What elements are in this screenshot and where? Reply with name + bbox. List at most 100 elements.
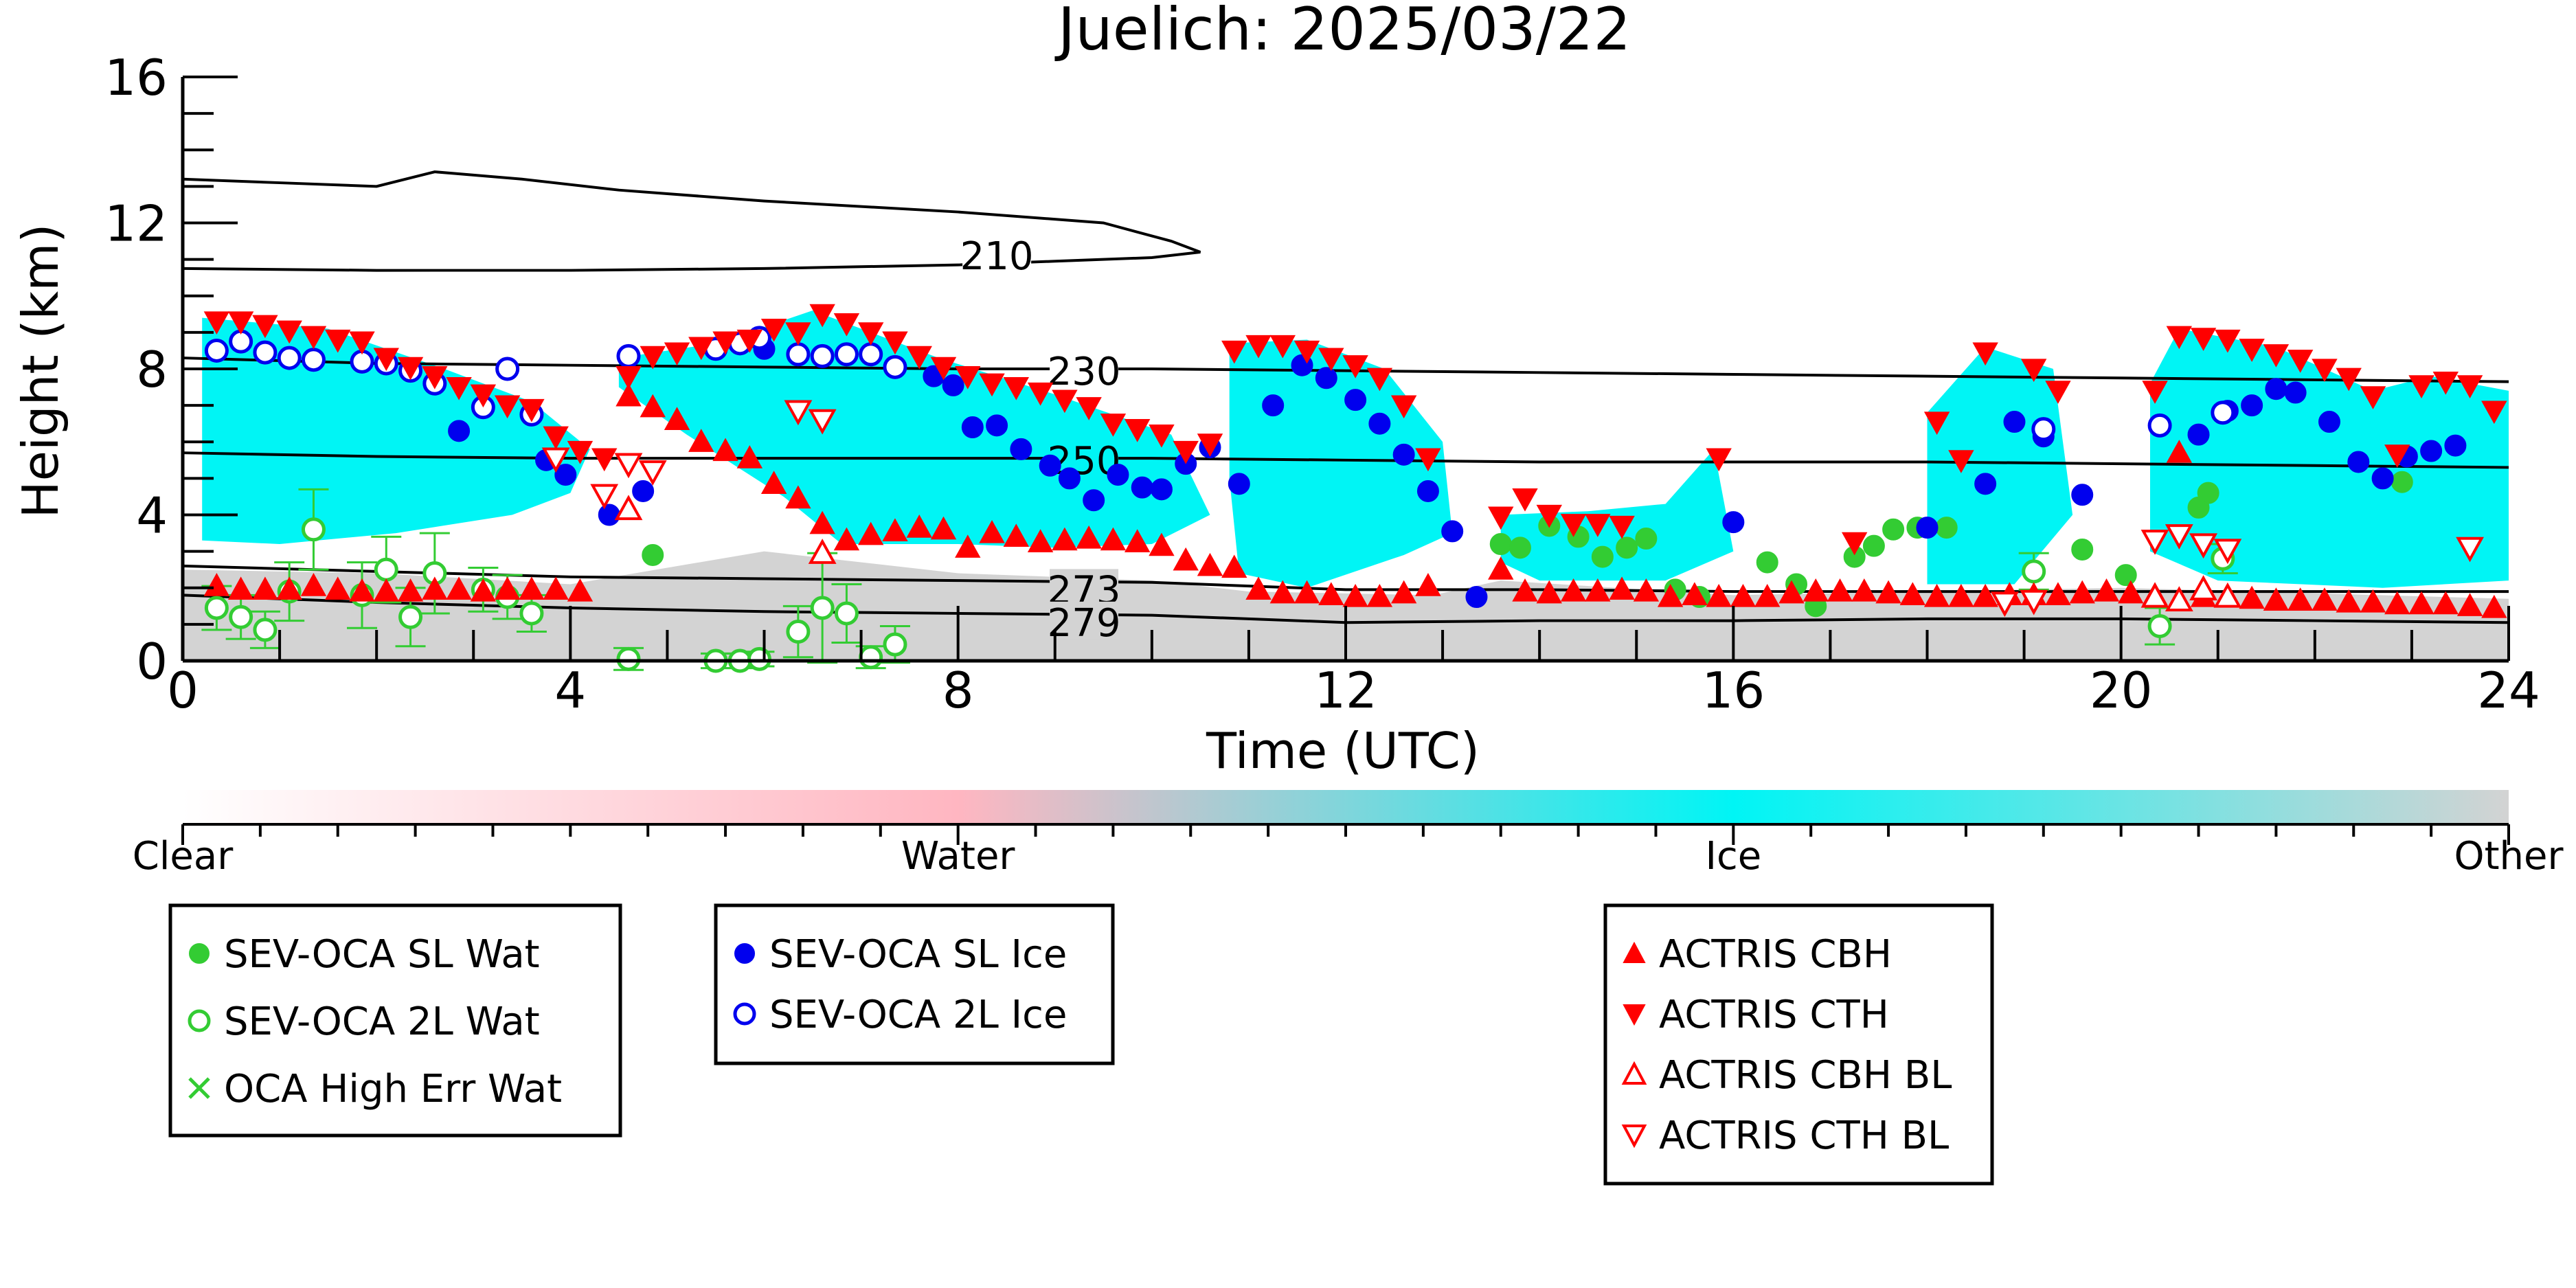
actris-cth-point [276, 320, 302, 344]
actris-cbh-bl-point [808, 539, 837, 564]
actris-cth-point [252, 315, 278, 339]
legend-box [1603, 903, 1994, 1186]
sev-oca-sl-wat-point [1935, 517, 1958, 539]
actris-cbh-point [688, 429, 714, 452]
actris-cth-point [203, 311, 230, 335]
actris-cth-point [1221, 340, 1247, 364]
isotherm-210 [182, 170, 1201, 272]
actris-cbh-point [1706, 583, 1732, 607]
sev-oca-sl-ice-point [632, 479, 655, 502]
actris-cth-point [712, 331, 738, 355]
actris-cbh-point [2360, 589, 2386, 613]
legend-marker [734, 943, 755, 964]
actris-cth-point [2408, 375, 2434, 398]
chart-title: Juelich: 2025/03/22 [1054, 0, 1631, 64]
sev-oca-sl-ice-point [2071, 484, 2094, 506]
actris-cth-bl-point [2020, 589, 2048, 615]
marker-layer [203, 304, 2507, 673]
actris-cth-bl-point [2189, 533, 2217, 559]
legend-marker [1623, 1004, 1646, 1026]
actris-cth-point [2263, 344, 2290, 368]
actris-cbh-point [227, 576, 254, 600]
actris-cbh-point [760, 471, 787, 494]
actris-cbh-point [567, 578, 594, 602]
sev-oca-sl-ice-point [2284, 381, 2307, 404]
actris-cth-point [1245, 335, 1272, 359]
sev-oca-sl-ice-point [2318, 411, 2340, 433]
sev-oca-sl-ice-point [1262, 394, 1285, 417]
actris-cbh-point [422, 576, 448, 600]
isotherm-label-bg [962, 234, 1032, 273]
sev-oca-sl-ice-point [1107, 464, 1129, 486]
sev-oca-sl-wat-point [1635, 528, 1658, 550]
sev-oca-2l-wat-point [398, 605, 423, 629]
actris-cbh-point [446, 576, 472, 600]
actris-cth-point [2020, 359, 2047, 383]
actris-cbh-point [1221, 554, 1247, 578]
actris-cbh-point [1609, 576, 1635, 600]
colorbar-gradient [183, 790, 2509, 824]
actris-cth-point [930, 357, 957, 381]
actris-cbh-point [1536, 580, 1562, 604]
actris-cth-point [373, 348, 399, 372]
actris-cth-point [1003, 376, 1030, 400]
actris-cth-point [906, 346, 932, 370]
y-tick-label: 8 [136, 341, 168, 398]
sev-oca-sl-wat-point [1862, 534, 1885, 557]
actris-cbh-point [1318, 582, 1344, 605]
actris-cth-point [1841, 532, 1868, 556]
actris-cbh-point [1415, 573, 1441, 596]
isotherm-label: 210 [960, 234, 1034, 279]
legend-marker [733, 1002, 756, 1026]
actris-cth-point [1560, 514, 1587, 537]
sev-oca-2l-ice-point [2031, 417, 2056, 442]
actris-cbh-point [1366, 583, 1393, 607]
actris-cbh-point [1851, 578, 1877, 602]
sev-oca-sl-wat-point [1489, 533, 1512, 555]
actris-cth-point [2384, 444, 2410, 468]
actris-cth-point [2142, 381, 2168, 404]
actris-cth-point [2336, 368, 2362, 392]
actris-cth-point [2456, 375, 2483, 398]
sev-oca-sl-ice-point [1083, 489, 1105, 512]
sev-oca-2l-ice-point [277, 346, 302, 370]
sev-oca-2l-wat-point [253, 618, 278, 642]
actris-cbh-point [857, 521, 884, 545]
legend-label: ACTRIS CTH [1659, 993, 1889, 1037]
actris-cth-point [349, 331, 375, 355]
actris-cth-point [1342, 355, 1368, 379]
sev-oca-2l-ice-point [883, 354, 907, 379]
actris-cth-point [446, 376, 472, 400]
actris-cbh-point [252, 576, 278, 600]
actris-cth-point [1293, 340, 1320, 364]
actris-cth-bl-point [2213, 539, 2242, 565]
actris-cbh-point [1100, 527, 1127, 551]
sev-oca-sl-ice-point [2347, 451, 2370, 473]
ice-region [1229, 339, 1453, 588]
actris-cbh-point [2336, 589, 2362, 613]
sev-oca-2l-ice-point [616, 343, 641, 368]
legend-marker [188, 1077, 210, 1099]
actris-cbh-point [1633, 578, 1660, 602]
actris-cth-point [494, 395, 521, 419]
colorbar-label: Other [2454, 834, 2564, 879]
actris-cth-point [1609, 515, 1635, 539]
x-tick-label: 0 [167, 662, 199, 719]
actris-cth-bl-point [590, 484, 619, 510]
sev-oca-sl-wat-point [2391, 471, 2413, 493]
ice-region [1500, 449, 1734, 581]
sev-oca-sl-wat-point [1756, 551, 1778, 574]
sev-oca-2l-wat-point [374, 557, 398, 582]
sev-oca-2l-ice-point [301, 348, 326, 372]
actris-cbh-point [349, 578, 375, 602]
actris-cth-point [2287, 350, 2314, 373]
sev-oca-2l-wat-point [2147, 614, 2172, 639]
legend-marker [1623, 941, 1646, 963]
isotherm-label-bg [1050, 350, 1119, 389]
actris-cth-point [615, 366, 642, 389]
actris-cbh-point [785, 485, 811, 509]
sev-oca-2l-ice-point [253, 340, 278, 365]
actris-cth-point [1149, 425, 1175, 448]
sev-oca-sl-ice-point [1416, 479, 1439, 502]
actris-cbh-point [1512, 578, 1538, 602]
